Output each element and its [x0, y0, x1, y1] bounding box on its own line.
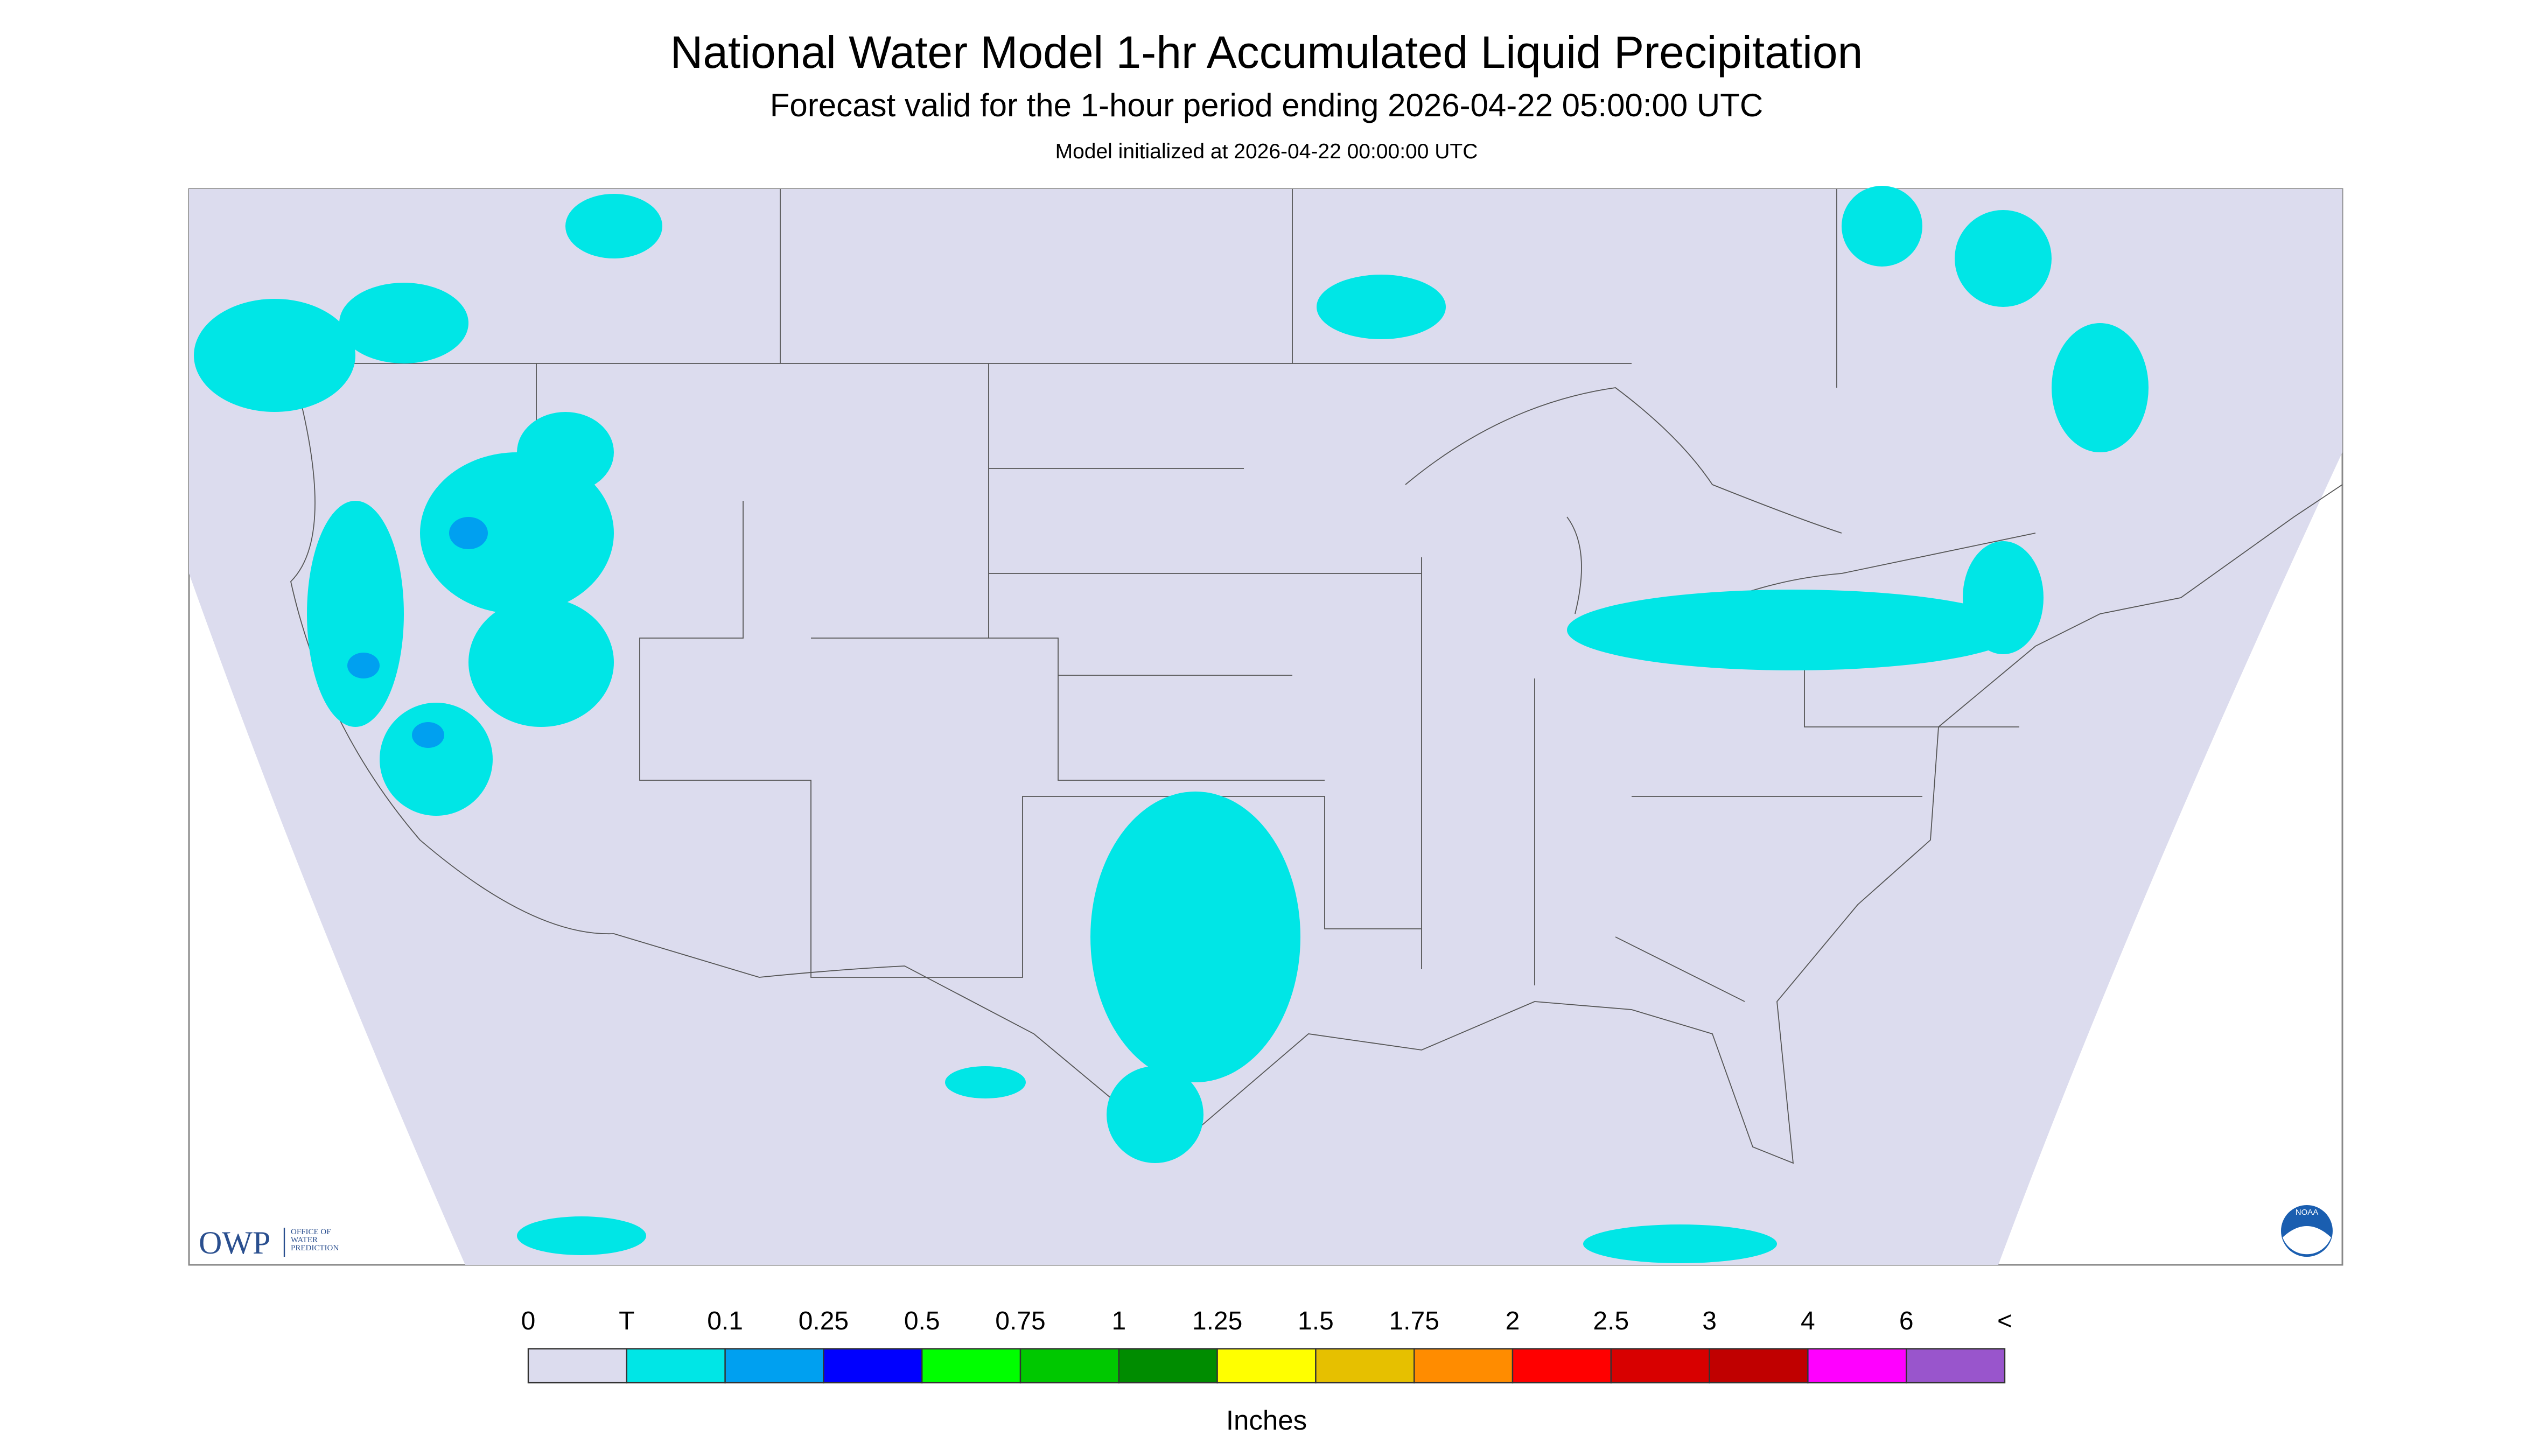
map-domain	[189, 189, 2342, 1265]
precip-area	[412, 722, 444, 748]
legend-swatch	[1118, 1348, 1218, 1384]
legend-label: 0.75	[995, 1307, 1045, 1335]
precip-area	[449, 517, 488, 550]
subtitle: Forecast valid for the 1-hour period end…	[770, 87, 1763, 123]
legend-label: 3	[1702, 1307, 1717, 1335]
precip-area	[347, 653, 380, 679]
title: National Water Model 1-hr Accumulated Li…	[670, 27, 1863, 78]
legend: Inches 0 T 0.1 0.25 0.5 0.75 1 1.25 1.5 1.75 2 2.5 3…	[521, 1307, 2012, 1436]
legend-label: 4	[1801, 1307, 1815, 1335]
precip-area	[1583, 1224, 1777, 1264]
legend-swatch	[1807, 1348, 1907, 1384]
legend-swatch	[1414, 1348, 1514, 1384]
legend-swatch	[1512, 1348, 1612, 1384]
precip-area	[517, 412, 614, 493]
legend-label: 6	[1899, 1307, 1914, 1335]
legend-swatch	[1216, 1348, 1317, 1384]
legend-units: Inches	[1226, 1405, 1307, 1436]
legend-label: T	[619, 1307, 634, 1335]
precip-area	[380, 703, 493, 816]
legend-swatch	[823, 1348, 923, 1384]
coastline	[290, 363, 2343, 1164]
legend-swatch	[921, 1348, 1021, 1384]
precip-area	[339, 283, 468, 364]
legend-label: 0.5	[904, 1307, 940, 1335]
borders	[290, 189, 2343, 1164]
legend-swatch	[626, 1348, 726, 1384]
owp-logo-line: WATER	[291, 1236, 318, 1244]
legend-label: 1.75	[1389, 1307, 1439, 1335]
precip-area	[194, 299, 355, 412]
precip-area	[2052, 323, 2149, 453]
precip-area	[517, 1216, 646, 1256]
legend-swatch	[1315, 1348, 1415, 1384]
legend-label: 0	[521, 1307, 536, 1335]
legend-label: <	[1997, 1307, 2012, 1335]
precip-area	[945, 1066, 1026, 1099]
precip-area	[1842, 186, 1922, 267]
precip-area	[1567, 590, 2019, 671]
precip-area	[1955, 210, 2052, 307]
precip-area	[1107, 1066, 1203, 1164]
legend-swatch	[1610, 1348, 1710, 1384]
legend-swatch	[724, 1348, 824, 1384]
owp-logo-line: OFFICE OF	[291, 1228, 331, 1236]
legend-label: 1	[1111, 1307, 1126, 1335]
legend-label: 2	[1506, 1307, 1520, 1335]
owp-logo-text: OWP	[199, 1225, 270, 1261]
precip-area	[307, 501, 404, 727]
precip-area	[565, 194, 662, 259]
state-lines	[291, 189, 2019, 1002]
init-time: Model initialized at 2026-04-22 00:00:00…	[1055, 140, 1478, 163]
noaa-wave	[2283, 1226, 2331, 1255]
precip-areas	[194, 186, 2149, 1264]
noaa-logo: NOAA	[2281, 1205, 2333, 1257]
legend-label: 0.25	[799, 1307, 849, 1335]
noaa-text: NOAA	[2296, 1208, 2319, 1217]
precip-area	[468, 598, 614, 727]
legend-label: 2.5	[1593, 1307, 1629, 1335]
legend-label: 0.1	[707, 1307, 743, 1335]
precip-area	[1090, 792, 1300, 1083]
precip-area	[1963, 541, 2044, 655]
legend-swatch	[527, 1348, 628, 1384]
legend-swatch	[1905, 1348, 2006, 1384]
legend-label: 1.5	[1298, 1307, 1334, 1335]
legend-label: 1.25	[1192, 1307, 1242, 1335]
precip-area	[1317, 275, 1446, 340]
legend-swatch	[1709, 1348, 1809, 1384]
legend-swatch	[1019, 1348, 1120, 1384]
owp-logo-line: PREDICTION	[291, 1244, 339, 1252]
